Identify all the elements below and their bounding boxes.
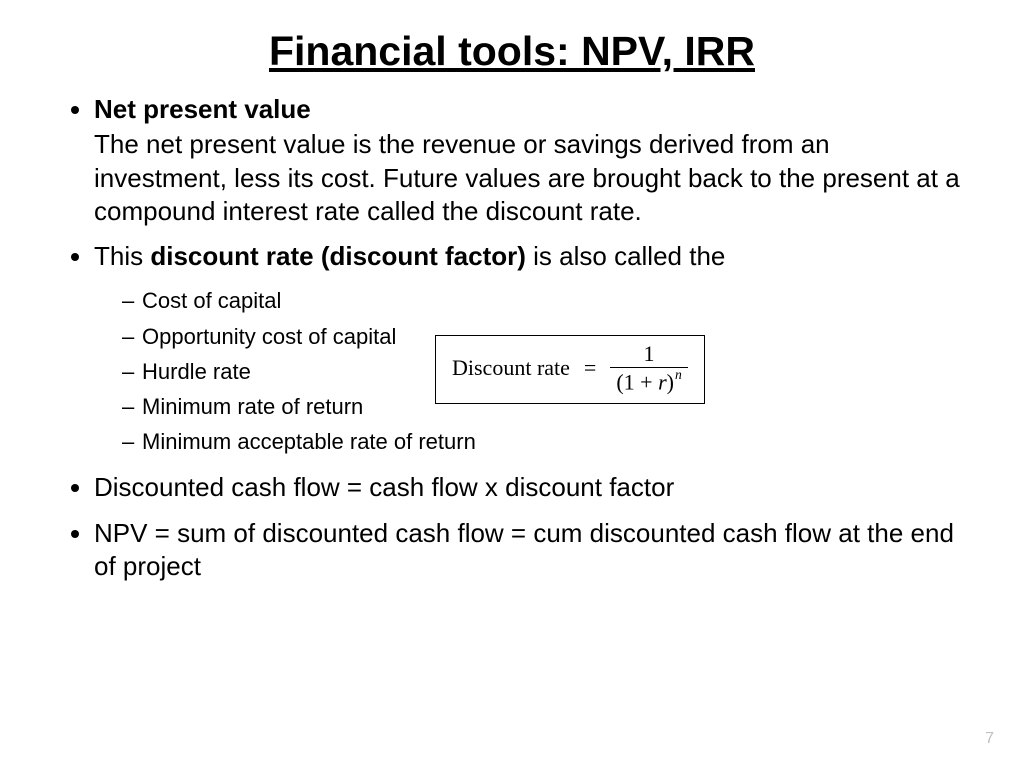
exponent: n [675,367,682,382]
slide-title: Financial tools: NPV, IRR [60,28,964,75]
npv-description: The net present value is the revenue or … [94,128,964,228]
den-var: r [658,370,667,395]
bullet-npv: Net present value The net present value … [94,93,964,228]
aka-item: Cost of capital [122,283,964,318]
npv-heading: Net present value [94,94,311,124]
formula-box: Discount rate = 1 (1 + r)n [435,335,705,404]
numerator: 1 [638,342,661,367]
aka-item: Minimum acceptable rate of return [122,424,964,459]
fraction: 1 (1 + r)n [610,342,687,395]
den-close: ) [667,370,674,395]
discount-bold: discount rate (discount factor) [150,241,526,271]
formula-label: Discount rate [452,355,570,381]
denominator: (1 + r)n [610,367,687,395]
bullet-npv-equation: NPV = sum of discounted cash flow = cum … [94,517,964,584]
discount-suffix: is also called the [526,241,725,271]
discount-prefix: This [94,241,150,271]
den-open: (1 + [616,370,658,395]
slide: Financial tools: NPV, IRR Net present va… [0,0,1024,768]
bullet-dcf: Discounted cash flow = cash flow x disco… [94,471,964,504]
equals-sign: = [584,355,596,381]
page-number: 7 [985,730,994,748]
